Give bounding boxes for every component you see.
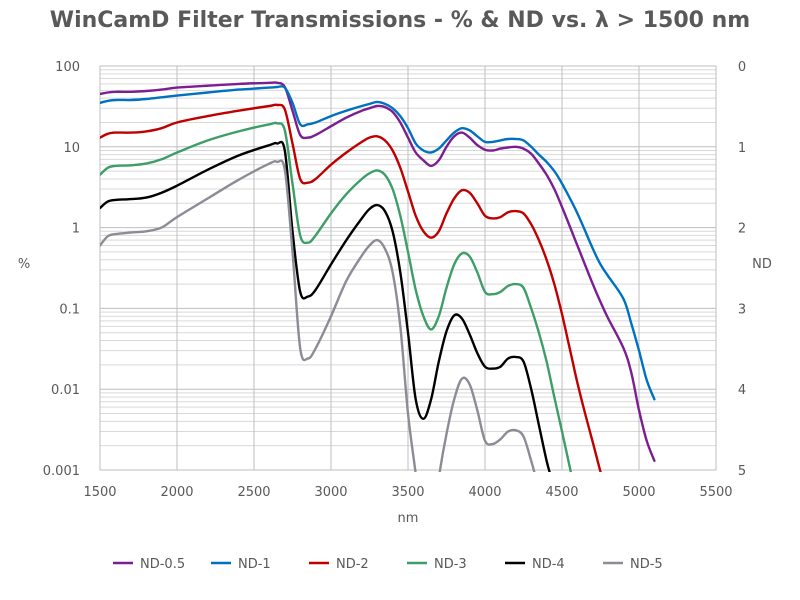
y-tick-label: 0.001: [43, 464, 80, 479]
legend-label-nd-5: ND-5: [630, 557, 663, 572]
series-line-nd-0-5: [100, 81, 656, 462]
y-tick-label: 1: [72, 222, 80, 237]
series-line-nd-1: [100, 85, 656, 401]
legend-label-nd-1: ND-1: [238, 557, 271, 572]
x-tick-label: 5000: [622, 485, 655, 500]
x-axis-title: nm: [398, 511, 419, 526]
plot-frame: [99, 65, 717, 471]
legend-label-nd-4: ND-4: [532, 557, 565, 572]
x-tick-label: 5500: [699, 485, 732, 500]
y2-tick-label: 5: [738, 464, 746, 479]
x-tick-label: 4000: [468, 485, 501, 500]
y2-tick-label: 0: [738, 60, 746, 75]
y-tick-label: 10: [63, 141, 80, 156]
x-axis-ticks: 1500 2000 2500 3000 3500 4000 4500 5000 5500: [83, 485, 732, 500]
y-tick-label: 100: [55, 60, 80, 75]
x-tick-label: 4500: [545, 485, 578, 500]
y-axis-title: %: [18, 257, 30, 272]
y2-axis-ticks: 0 1 2 3 4 5: [738, 60, 746, 479]
legend-label-nd-2: ND-2: [336, 557, 369, 572]
series-lines: [100, 81, 656, 472]
chart-title: WinCamD Filter Transmissions - % & ND vs…: [49, 8, 751, 33]
y2-tick-label: 4: [738, 383, 746, 398]
series-line-nd-4: [100, 140, 551, 472]
x-tick-label: 1500: [83, 485, 116, 500]
x-tick-label: 2500: [237, 485, 270, 500]
y-tick-label: 0.1: [59, 302, 80, 317]
series-line-nd-2: [100, 103, 602, 472]
x-tick-label: 2000: [160, 485, 193, 500]
x-tick-label: 3500: [391, 485, 424, 500]
series-line-nd-3: [100, 121, 573, 472]
y-tick-label: 0.01: [51, 383, 80, 398]
y2-tick-label: 3: [738, 302, 746, 317]
x-tick-label: 3000: [314, 485, 347, 500]
y2-tick-label: 1: [738, 141, 746, 156]
legend-label-nd-3: ND-3: [434, 557, 467, 572]
y2-axis-title: ND: [752, 257, 772, 272]
y2-tick-label: 2: [738, 222, 746, 237]
legend: ND-0.5 ND-1 ND-2 ND-3 ND-4 ND-5: [113, 557, 663, 572]
series-line-nd-5: [100, 159, 536, 472]
y-axis-ticks: 100 10 1 0.1 0.01 0.001: [43, 60, 80, 479]
legend-label-nd-0-5: ND-0.5: [140, 557, 185, 572]
